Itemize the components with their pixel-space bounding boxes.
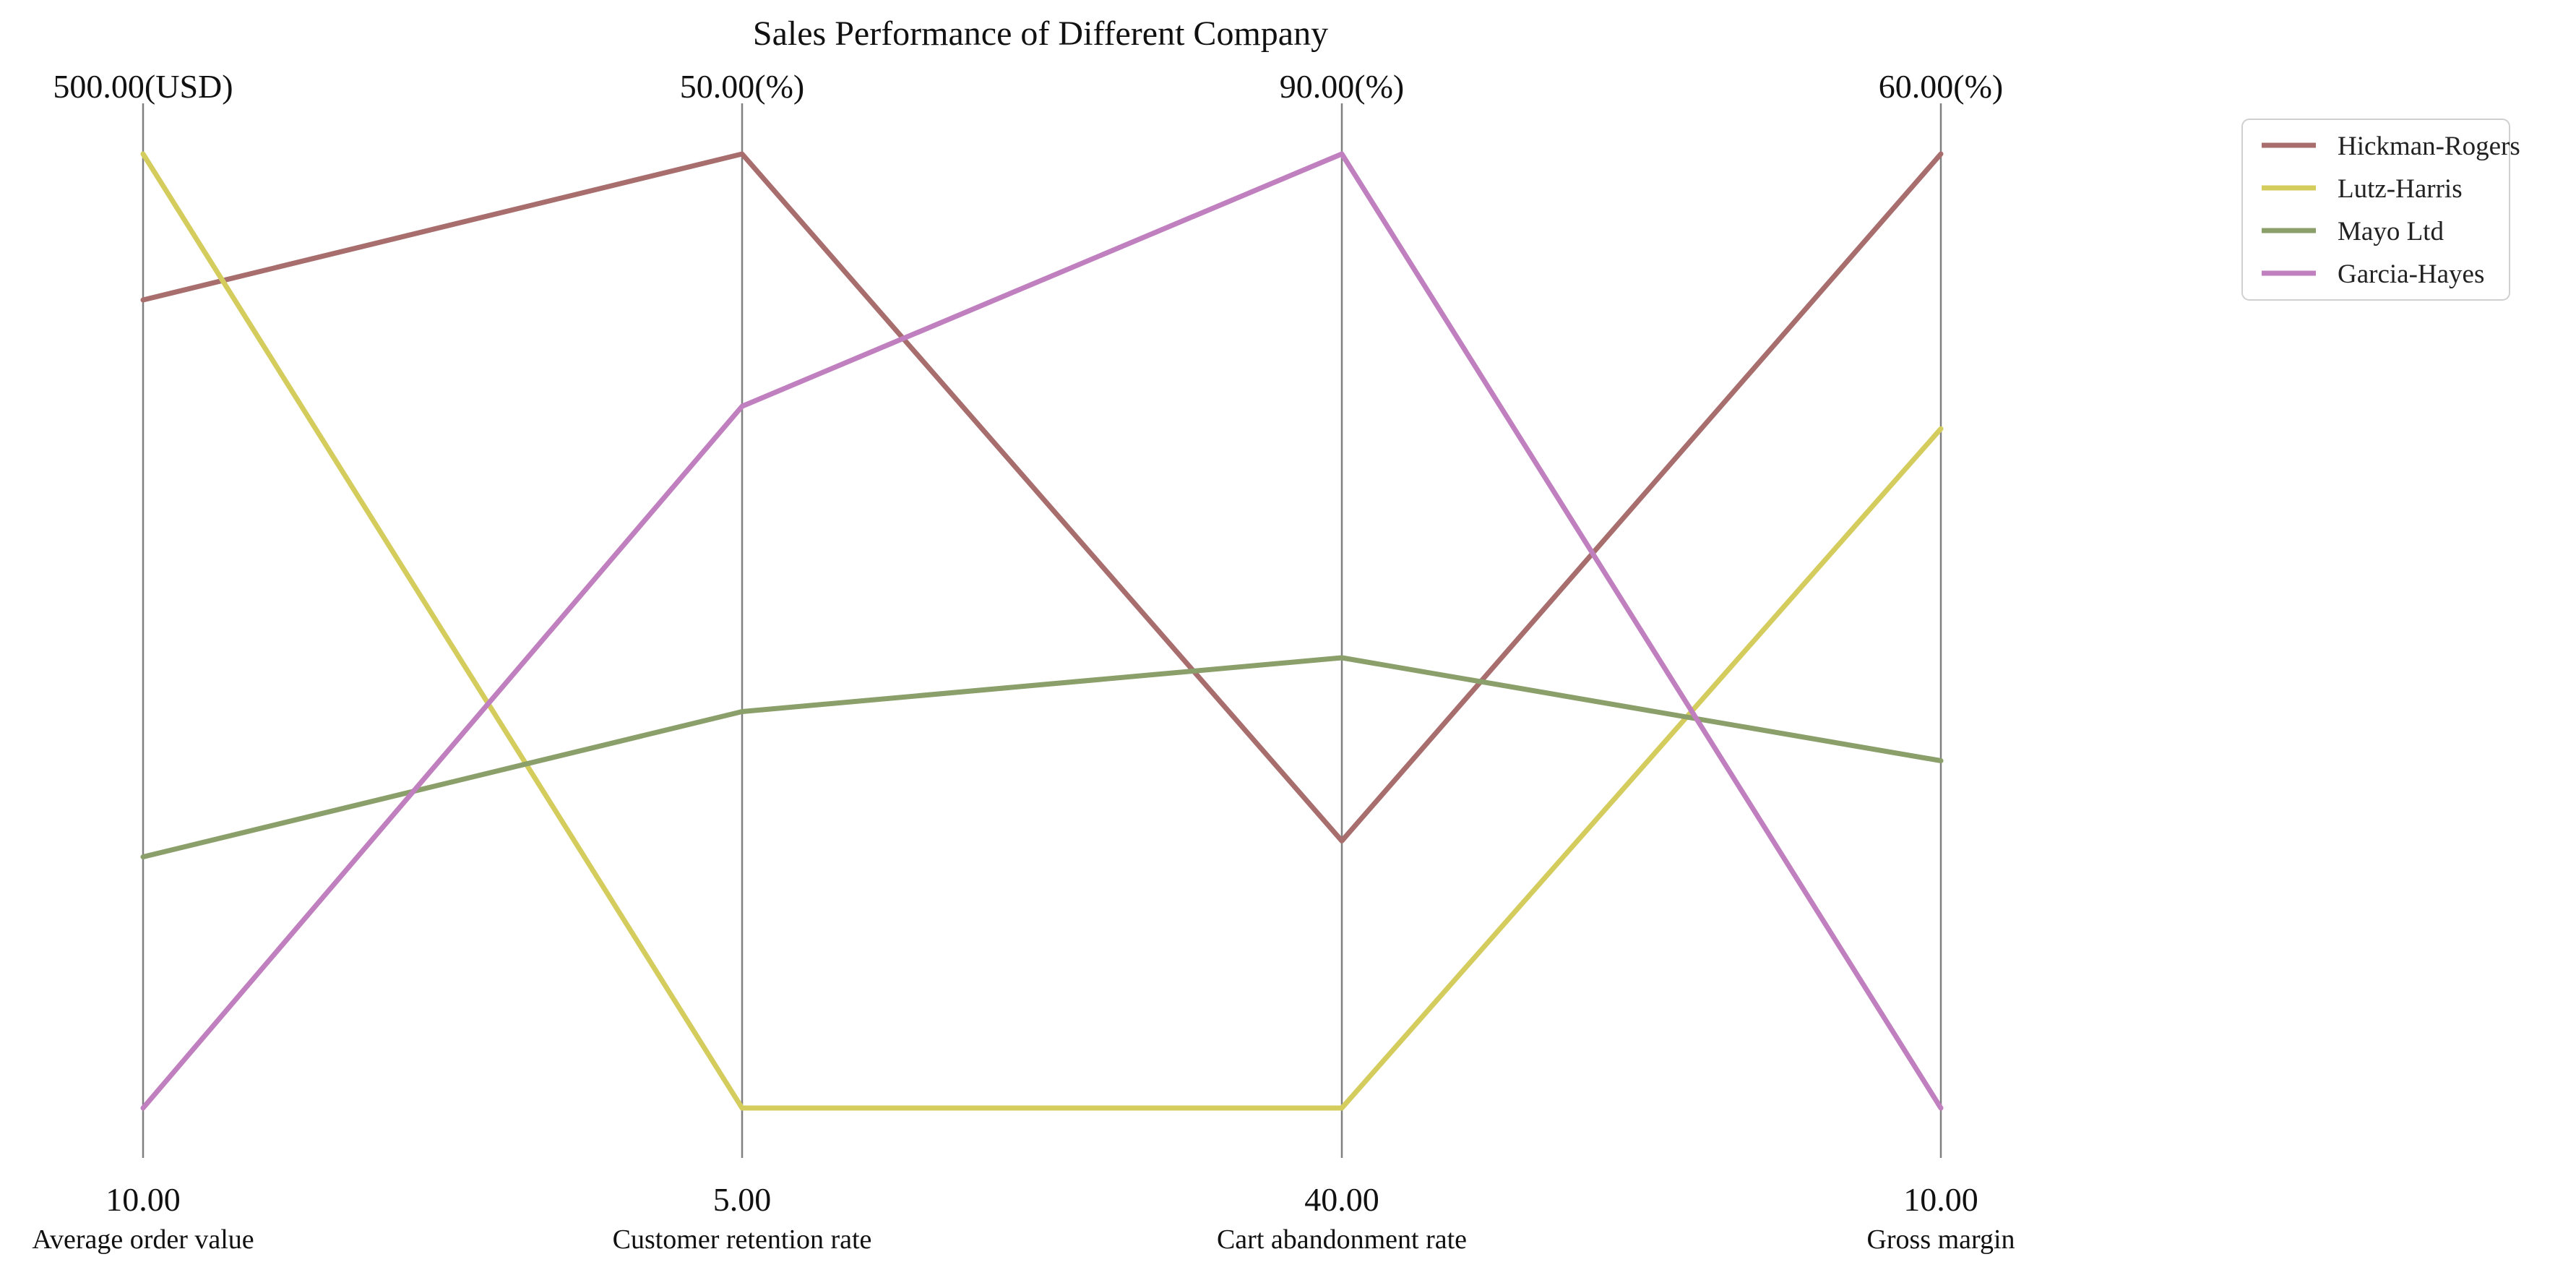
axis-max-label: 50.00(%) [680, 68, 804, 105]
series-lines-layer [140, 151, 1944, 1111]
series-line-hickman-rogers [140, 151, 1944, 843]
series-line-mayo-ltd [140, 655, 1944, 859]
series-line-lutz-harris [140, 151, 1944, 1111]
legend-label: Garcia-Hayes [2338, 259, 2484, 289]
legend-label: Lutz-Harris [2338, 174, 2463, 204]
axis-min-label: 10.00 [1903, 1181, 1978, 1218]
axis-name: Gross margin [1866, 1224, 2015, 1255]
axis-name: Cart abandonment rate [1217, 1224, 1467, 1255]
axis-max-label: 60.00(%) [1879, 68, 2003, 105]
axis-name: Customer retention rate [613, 1224, 872, 1255]
legend-label: Mayo Ltd [2338, 217, 2444, 246]
legend: Hickman-Rogers Lutz-Harris Mayo Ltd Garcia-… [2241, 119, 2520, 301]
chart-title: Sales Performance of Different Company [753, 14, 1328, 53]
axis-name: Average order value [32, 1224, 254, 1255]
axes-layer: 500.00(USD) 10.00 Average order value 50.00… [32, 68, 2015, 1255]
axis-max-label: 500.00(USD) [53, 68, 233, 105]
axis-min-label: 40.00 [1304, 1181, 1379, 1218]
axis-min-label: 5.00 [713, 1181, 772, 1218]
axis-max-label: 90.00(%) [1280, 68, 1404, 105]
legend-frame [2241, 119, 2510, 301]
legend-label: Hickman-Rogers [2338, 132, 2520, 161]
axis-min-label: 10.00 [105, 1181, 181, 1218]
series-line-garcia-hayes [140, 151, 1944, 1111]
